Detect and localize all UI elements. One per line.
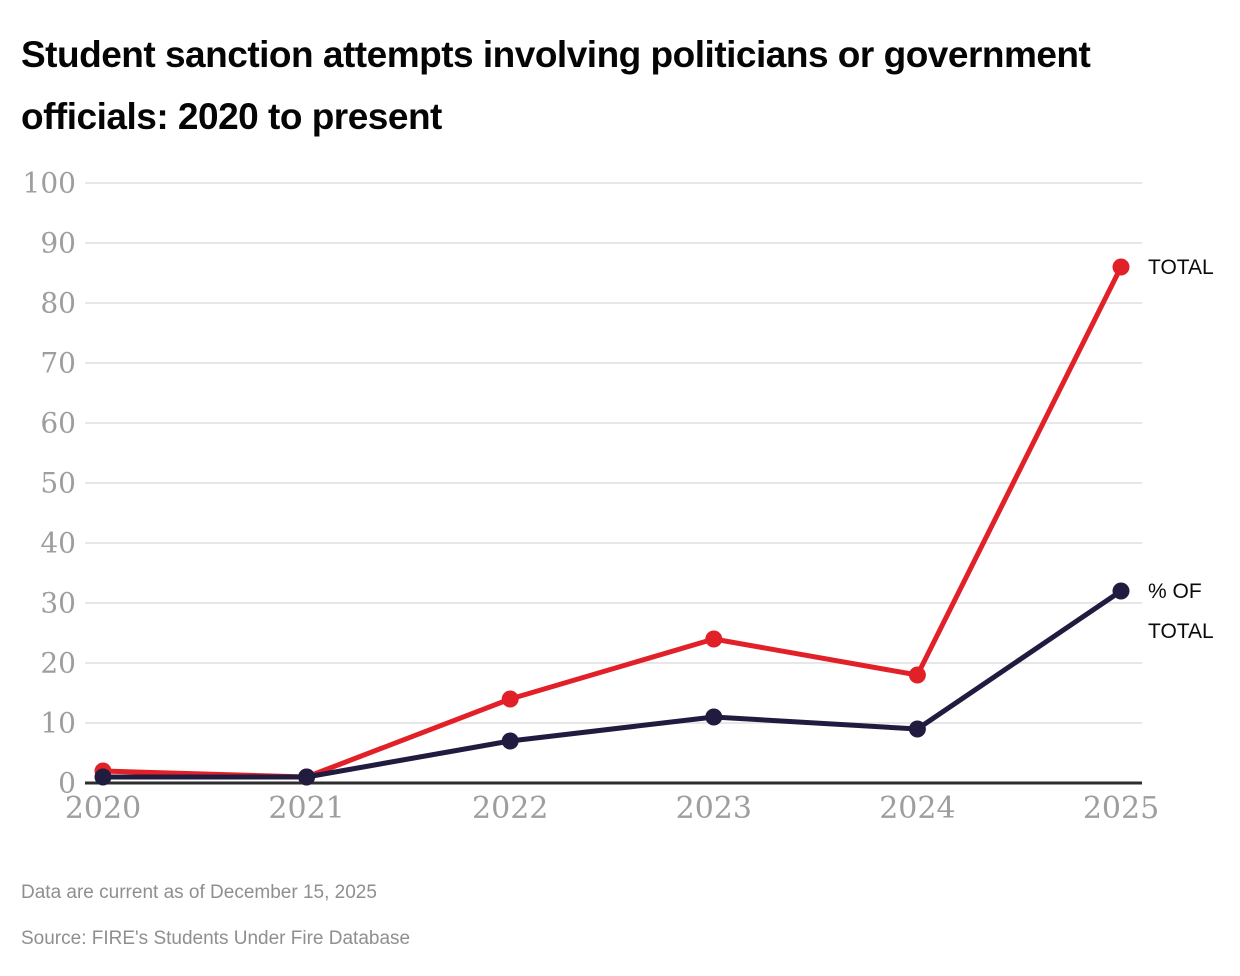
series-line--of-total [100, 588, 1124, 780]
source-note: Source: FIRE's Students Under Fire Datab… [21, 928, 411, 949]
y-tick-label: 20 [40, 647, 76, 680]
data-point [1112, 582, 1130, 600]
x-tick-label: 2022 [472, 791, 548, 826]
y-tick-label: 10 [40, 707, 76, 740]
data-point [1112, 258, 1130, 276]
y-tick-label: 100 [23, 167, 76, 200]
data-point [705, 708, 723, 726]
y-tick-label: 50 [40, 467, 76, 500]
series-label: TOTAL [1148, 620, 1214, 643]
data-point [501, 690, 519, 708]
data-current-note: Data are current as of December 15, 2025 [21, 882, 377, 903]
line-chart: 0 10 20 30 40 50 60 70 80 90 100 2020 2021 2022 2023 20… [23, 167, 1214, 827]
y-tick-label: 90 [40, 227, 76, 260]
series-line-total [100, 264, 1124, 780]
x-tick-label: 2023 [676, 791, 752, 826]
y-tick-label: 40 [40, 527, 76, 560]
data-point [705, 630, 723, 648]
series-label: % OF [1148, 580, 1202, 603]
data-point [94, 768, 112, 786]
chart-title: Student sanction attempts involving poli… [21, 34, 1091, 137]
y-tick-label: 0 [58, 767, 76, 800]
x-tick-label: 2020 [65, 791, 141, 826]
y-tick-label: 80 [40, 287, 76, 320]
data-point [908, 720, 926, 738]
y-tick-label: 70 [40, 347, 76, 380]
series-label: TOTAL [1148, 256, 1214, 279]
y-tick-label: 30 [40, 587, 76, 620]
x-tick-label: 2024 [879, 791, 955, 826]
data-point [298, 768, 316, 786]
data-point [908, 666, 926, 684]
x-tick-label: 2021 [268, 791, 344, 826]
data-point [501, 732, 519, 750]
x-tick-label: 2025 [1083, 791, 1159, 826]
y-tick-label: 60 [40, 407, 76, 440]
